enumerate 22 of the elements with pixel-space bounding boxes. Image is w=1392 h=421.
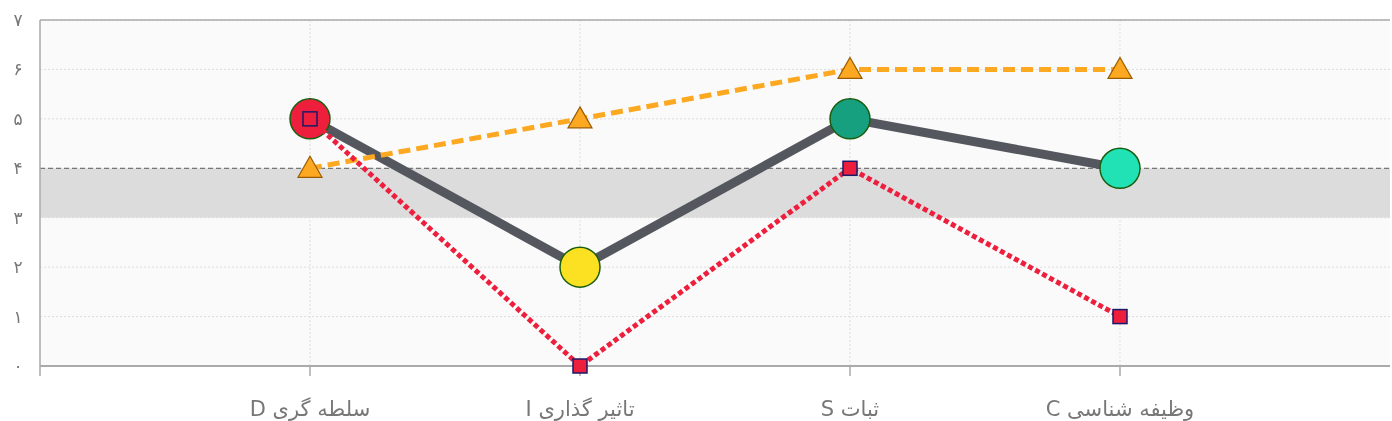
point xyxy=(1107,56,1133,80)
x-tick-label: سلطه گری D xyxy=(249,397,371,421)
y-tick-label: ۷ xyxy=(13,10,23,30)
y-tick-label: ۱ xyxy=(13,306,23,327)
point xyxy=(842,160,858,177)
y-tick-label: ۶ xyxy=(13,59,23,80)
point xyxy=(1112,308,1128,325)
point xyxy=(572,358,588,374)
point xyxy=(837,56,863,80)
point xyxy=(829,98,871,140)
y-tick-label: ۴ xyxy=(13,158,23,179)
x-tick-label: تاثیر گذاری I xyxy=(525,397,635,421)
point xyxy=(559,246,601,288)
y-tick-label: ۵ xyxy=(13,108,23,129)
x-tick-label: ثبات S xyxy=(820,397,880,421)
point xyxy=(297,155,323,178)
point xyxy=(1099,147,1141,190)
y-tick-label: ۳ xyxy=(13,207,23,228)
y-tick-label: ۰ xyxy=(13,356,23,376)
point xyxy=(567,106,593,129)
y-tick-label: ۲ xyxy=(13,257,23,278)
x-tick-label: وظیفه شناسی C xyxy=(1045,397,1195,421)
